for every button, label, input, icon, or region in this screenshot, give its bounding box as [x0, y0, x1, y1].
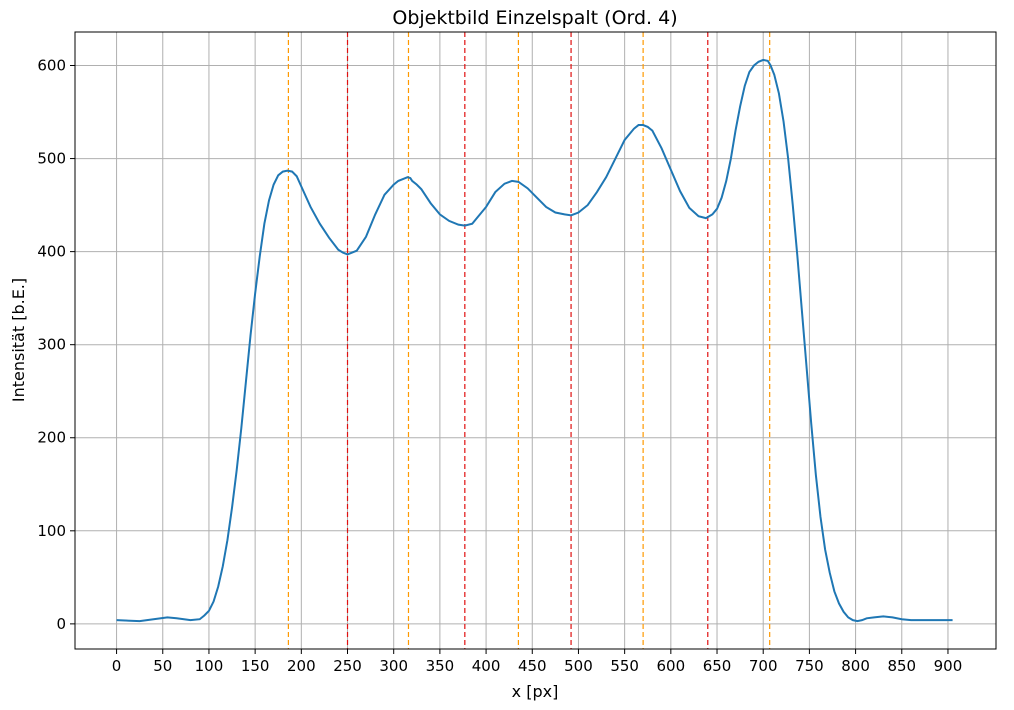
- x-tick-label: 0: [112, 657, 122, 675]
- x-tick-label: 800: [841, 657, 870, 675]
- y-tick-label: 500: [37, 150, 66, 168]
- x-tick-label: 150: [241, 657, 270, 675]
- x-tick-label: 450: [518, 657, 547, 675]
- x-tick-label: 100: [195, 657, 224, 675]
- series-line: [116, 58, 953, 623]
- x-axis-ticks: 0 50 100 150 200 250 300 350 400 450 500 550 600 650 7…: [112, 649, 962, 675]
- x-tick-label: 850: [887, 657, 916, 675]
- x-tick-label: 400: [472, 657, 501, 675]
- plot-frame: [74, 31, 997, 650]
- x-tick-label: 700: [749, 657, 778, 675]
- y-axis-ticks: 0 100 200 300 400 500 600: [37, 57, 75, 633]
- x-tick-label: 350: [426, 657, 455, 675]
- x-tick-label: 900: [934, 657, 963, 675]
- y-axis-label: Intensität [b.E.]: [9, 278, 28, 402]
- x-tick-label: 500: [564, 657, 593, 675]
- x-tick-label: 600: [657, 657, 686, 675]
- x-tick-label: 250: [333, 657, 362, 675]
- y-tick-label: 400: [37, 243, 66, 261]
- x-tick-label: 650: [703, 657, 732, 675]
- grid: [75, 32, 996, 649]
- x-tick-label: 300: [379, 657, 408, 675]
- y-tick-label: 600: [37, 57, 66, 75]
- reference-lines: [287, 32, 771, 649]
- y-tick-label: 200: [37, 429, 66, 447]
- x-tick-label: 200: [287, 657, 316, 675]
- y-tick-label: 0: [56, 615, 66, 633]
- chart-title: Objektbild Einzelspalt (Ord. 4): [392, 7, 677, 29]
- y-tick-label: 300: [37, 336, 66, 354]
- x-tick-label: 550: [610, 657, 639, 675]
- plot-background: [75, 32, 996, 649]
- y-tick-label: 100: [37, 522, 66, 540]
- x-axis-label: x [px]: [512, 682, 559, 701]
- x-tick-label: 50: [153, 657, 172, 675]
- x-tick-label: 750: [795, 657, 824, 675]
